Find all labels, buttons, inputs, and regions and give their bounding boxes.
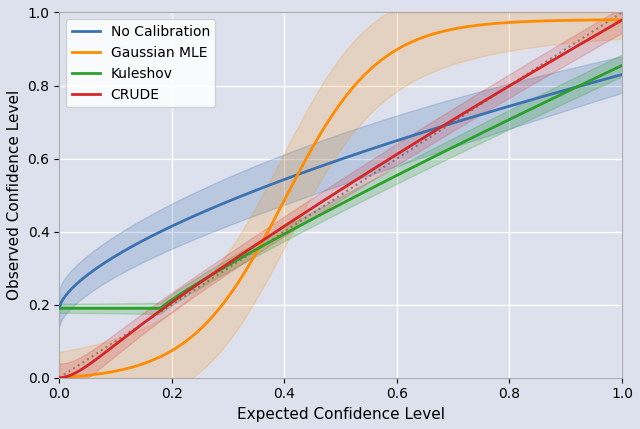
Gaussian MLE xyxy=(566,18,573,23)
No Calibration xyxy=(388,139,396,145)
CRUDE xyxy=(390,153,398,158)
CRUDE xyxy=(57,375,65,380)
No Calibration xyxy=(390,139,398,144)
X-axis label: Expected Confidence Level: Expected Confidence Level xyxy=(237,407,445,422)
Kuleshov xyxy=(390,174,398,179)
Line: CRUDE: CRUDE xyxy=(60,20,622,378)
Line: Gaussian MLE: Gaussian MLE xyxy=(60,20,622,378)
Kuleshov xyxy=(57,306,65,311)
Gaussian MLE xyxy=(530,19,538,24)
Y-axis label: Observed Confidence Level: Observed Confidence Level xyxy=(7,90,22,300)
CRUDE xyxy=(566,48,573,53)
Gaussian MLE xyxy=(400,43,408,48)
No Calibration xyxy=(400,136,408,141)
No Calibration xyxy=(57,300,65,305)
No Calibration xyxy=(530,97,538,102)
No Calibration xyxy=(618,72,626,77)
Kuleshov xyxy=(56,306,63,311)
Gaussian MLE xyxy=(56,375,63,381)
CRUDE xyxy=(388,154,396,160)
Gaussian MLE xyxy=(388,50,396,55)
Line: No Calibration: No Calibration xyxy=(60,75,622,308)
Kuleshov xyxy=(566,88,573,93)
No Calibration xyxy=(566,87,573,92)
CRUDE xyxy=(618,18,626,23)
Gaussian MLE xyxy=(57,375,65,380)
Kuleshov xyxy=(400,169,408,175)
CRUDE xyxy=(400,148,408,153)
Gaussian MLE xyxy=(618,17,626,22)
CRUDE xyxy=(56,375,63,381)
Kuleshov xyxy=(388,175,396,180)
Gaussian MLE xyxy=(390,48,398,54)
Kuleshov xyxy=(530,105,538,110)
Legend: No Calibration, Gaussian MLE, Kuleshov, CRUDE: No Calibration, Gaussian MLE, Kuleshov, … xyxy=(66,19,216,107)
CRUDE xyxy=(530,69,538,74)
No Calibration xyxy=(56,306,63,311)
Line: Kuleshov: Kuleshov xyxy=(60,65,622,308)
Kuleshov xyxy=(618,63,626,68)
